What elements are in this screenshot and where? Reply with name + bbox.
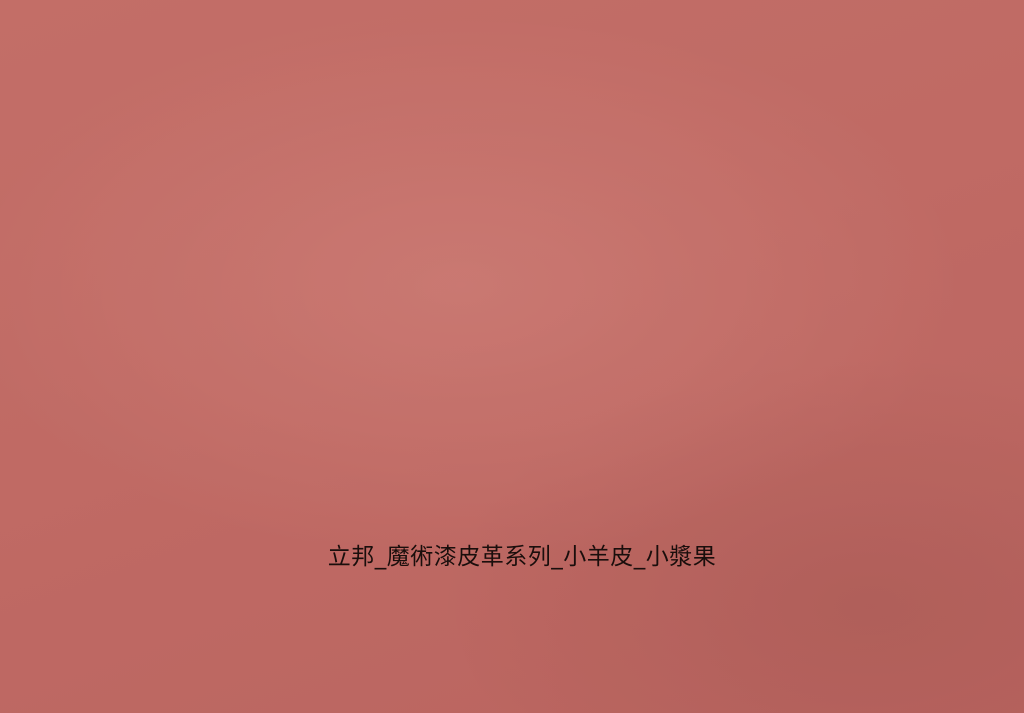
- swatch-caption: 立邦_魔術漆皮革系列_小羊皮_小漿果: [327, 544, 717, 570]
